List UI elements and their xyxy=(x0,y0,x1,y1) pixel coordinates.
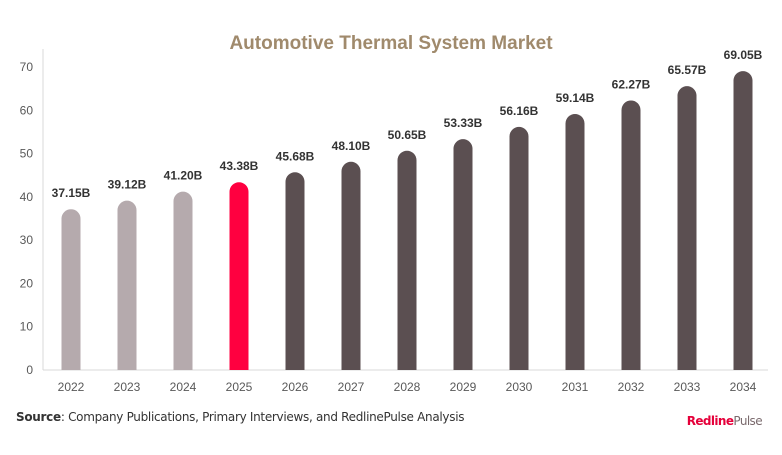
source-text: : Company Publications, Primary Intervie… xyxy=(60,410,465,424)
data-label-2028: 50.65B xyxy=(388,128,427,142)
y-tick-label: 0 xyxy=(26,363,33,377)
x-tick-label-2033: 2033 xyxy=(674,380,701,394)
y-tick-label: 20 xyxy=(20,276,34,290)
x-tick-label-2029: 2029 xyxy=(450,380,477,394)
x-tick-label-2030: 2030 xyxy=(506,380,533,394)
bar-2028 xyxy=(397,150,417,370)
y-tick-label: 50 xyxy=(20,147,34,161)
bar-2024 xyxy=(173,191,193,370)
x-tick-label-2027: 2027 xyxy=(338,380,365,394)
x-tick-label-2024: 2024 xyxy=(170,380,197,394)
data-label-2031: 59.14B xyxy=(556,91,595,105)
bar-2034 xyxy=(733,71,753,370)
bar-2029 xyxy=(453,139,473,370)
bar-2022 xyxy=(61,209,81,370)
data-label-2025: 43.38B xyxy=(220,159,259,173)
data-label-2022: 37.15B xyxy=(52,186,91,200)
y-tick-label: 30 xyxy=(20,233,34,247)
redlinepulse-logo: RedlinePulse xyxy=(686,414,763,428)
bar-2030 xyxy=(509,126,529,370)
x-tick-label-2022: 2022 xyxy=(58,380,85,394)
bar-chart: 01020304050607037.15B202239.12B202341.20… xyxy=(20,48,768,394)
x-tick-label-2034: 2034 xyxy=(730,380,757,394)
bar-2023 xyxy=(117,200,137,370)
bar-2025 xyxy=(229,182,249,370)
data-label-2033: 65.57B xyxy=(668,63,707,77)
data-label-2029: 53.33B xyxy=(444,116,483,130)
x-tick-label-2023: 2023 xyxy=(114,380,141,394)
x-tick-label-2031: 2031 xyxy=(562,380,589,394)
data-label-2026: 45.68B xyxy=(276,149,315,163)
y-tick-label: 10 xyxy=(20,320,34,334)
logo-part-2: Pulse xyxy=(733,414,762,428)
bar-2026 xyxy=(285,172,305,370)
x-tick-label-2032: 2032 xyxy=(618,380,645,394)
logo-part-1: Redline xyxy=(686,414,734,428)
data-label-2032: 62.27B xyxy=(612,77,651,91)
x-tick-label-2028: 2028 xyxy=(394,380,421,394)
data-label-2027: 48.10B xyxy=(332,139,371,153)
data-label-2030: 56.16B xyxy=(500,104,539,118)
bar-2032 xyxy=(621,100,641,371)
bar-2033 xyxy=(677,86,697,370)
y-tick-label: 70 xyxy=(20,60,34,74)
data-label-2024: 41.20B xyxy=(164,169,203,183)
x-tick-label-2026: 2026 xyxy=(282,380,309,394)
source-note: Source: Company Publications, Primary In… xyxy=(16,410,464,424)
data-label-2023: 39.12B xyxy=(108,178,147,192)
bar-2031 xyxy=(565,114,585,370)
source-label: Source xyxy=(16,410,61,424)
y-tick-label: 60 xyxy=(20,103,34,117)
data-label-2034: 69.05B xyxy=(724,48,763,62)
y-tick-label: 40 xyxy=(20,190,34,204)
x-tick-label-2025: 2025 xyxy=(226,380,253,394)
bar-2027 xyxy=(341,161,361,370)
chart-title: Automotive Thermal System Market xyxy=(229,33,553,54)
